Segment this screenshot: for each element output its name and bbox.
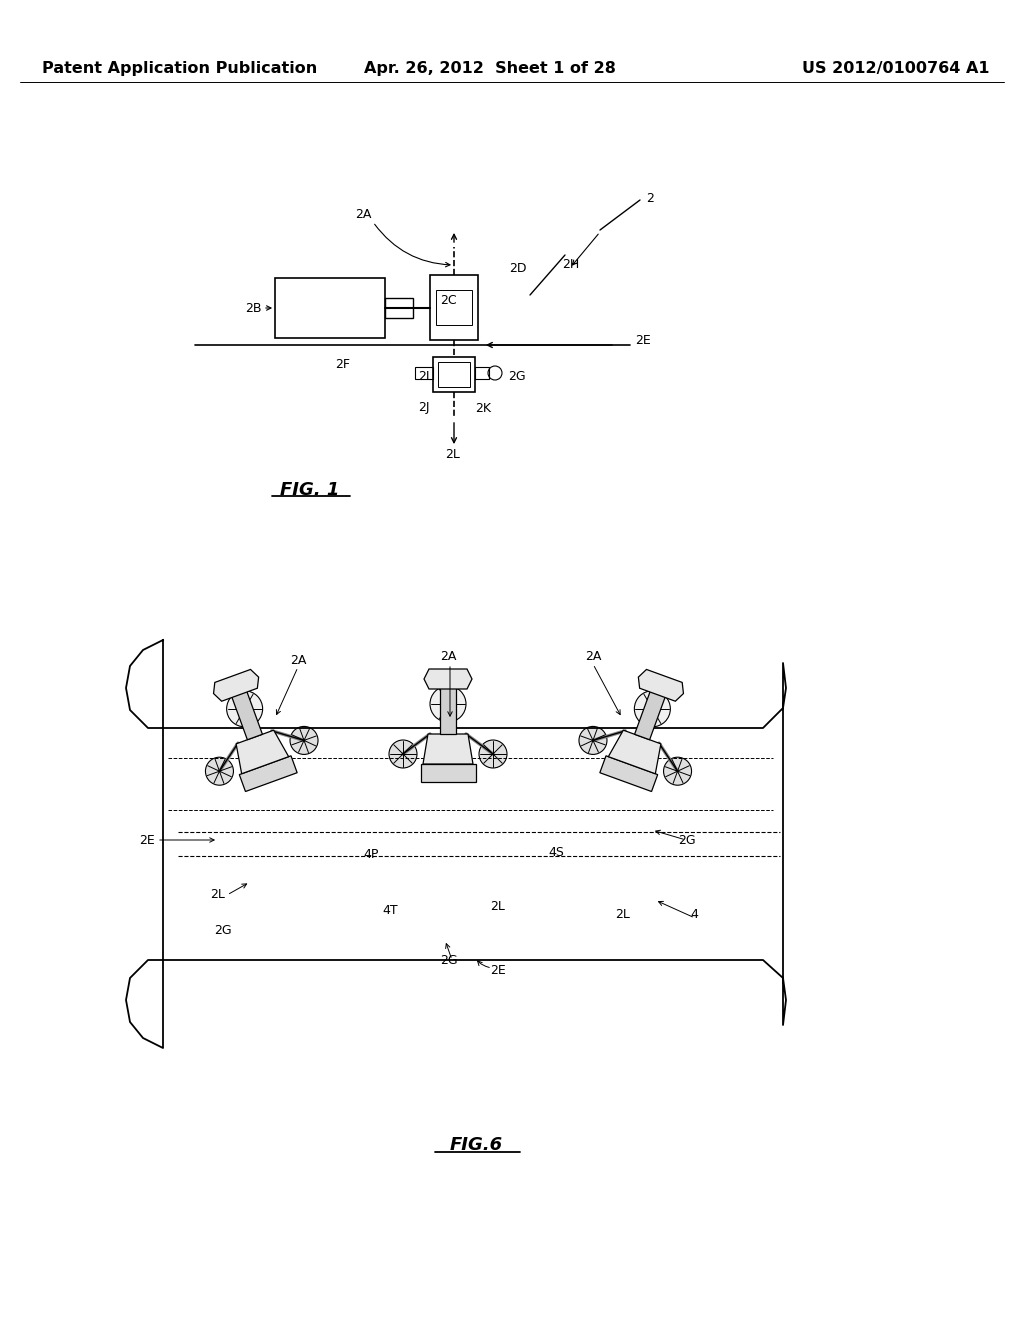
Circle shape [634,690,671,727]
Text: 2G: 2G [440,953,458,966]
Polygon shape [638,669,683,701]
Text: 2L: 2L [615,908,630,921]
Circle shape [579,726,607,755]
Text: 2E: 2E [490,964,506,977]
Text: 2L: 2L [210,888,225,902]
Text: 4S: 4S [548,846,564,859]
Text: 4: 4 [690,908,698,921]
Text: 2A: 2A [585,651,601,664]
Text: 2L: 2L [445,449,460,462]
Text: 2K: 2K [475,401,490,414]
Text: Patent Application Publication: Patent Application Publication [42,61,317,75]
Text: 2C: 2C [440,293,457,306]
Polygon shape [423,734,473,764]
Polygon shape [240,756,297,792]
Text: 2A: 2A [290,653,306,667]
Text: 2G: 2G [678,833,695,846]
Polygon shape [228,682,262,739]
Text: 2J: 2J [419,401,430,414]
Text: 4P: 4P [362,849,379,862]
Circle shape [226,690,262,727]
Text: FIG. 1: FIG. 1 [281,480,340,499]
Polygon shape [635,682,669,739]
Text: 2F: 2F [335,359,350,371]
Text: 2H: 2H [562,257,580,271]
Circle shape [389,741,417,768]
Text: 4T: 4T [382,903,398,916]
Circle shape [430,686,466,722]
Text: 2A: 2A [440,651,457,664]
Polygon shape [421,764,475,781]
Circle shape [290,726,318,755]
Circle shape [206,758,233,785]
Text: 2G: 2G [508,370,525,383]
Text: 2I: 2I [419,370,430,383]
Polygon shape [237,730,289,774]
Text: 2E: 2E [635,334,650,346]
Text: 2B: 2B [246,301,262,314]
Polygon shape [440,678,456,734]
Text: Apr. 26, 2012  Sheet 1 of 28: Apr. 26, 2012 Sheet 1 of 28 [365,61,616,75]
Text: 2A: 2A [355,209,372,222]
Polygon shape [424,669,472,689]
Text: 2G: 2G [214,924,232,936]
Polygon shape [214,669,259,701]
Circle shape [479,741,507,768]
Text: 2D: 2D [510,261,527,275]
Circle shape [664,758,691,785]
Polygon shape [608,730,660,774]
Polygon shape [600,756,657,792]
Text: 2L: 2L [490,900,505,913]
Text: 2: 2 [646,191,654,205]
Text: US 2012/0100764 A1: US 2012/0100764 A1 [803,61,990,75]
Text: 2E: 2E [139,833,155,846]
Text: FIG.6: FIG.6 [450,1137,503,1154]
